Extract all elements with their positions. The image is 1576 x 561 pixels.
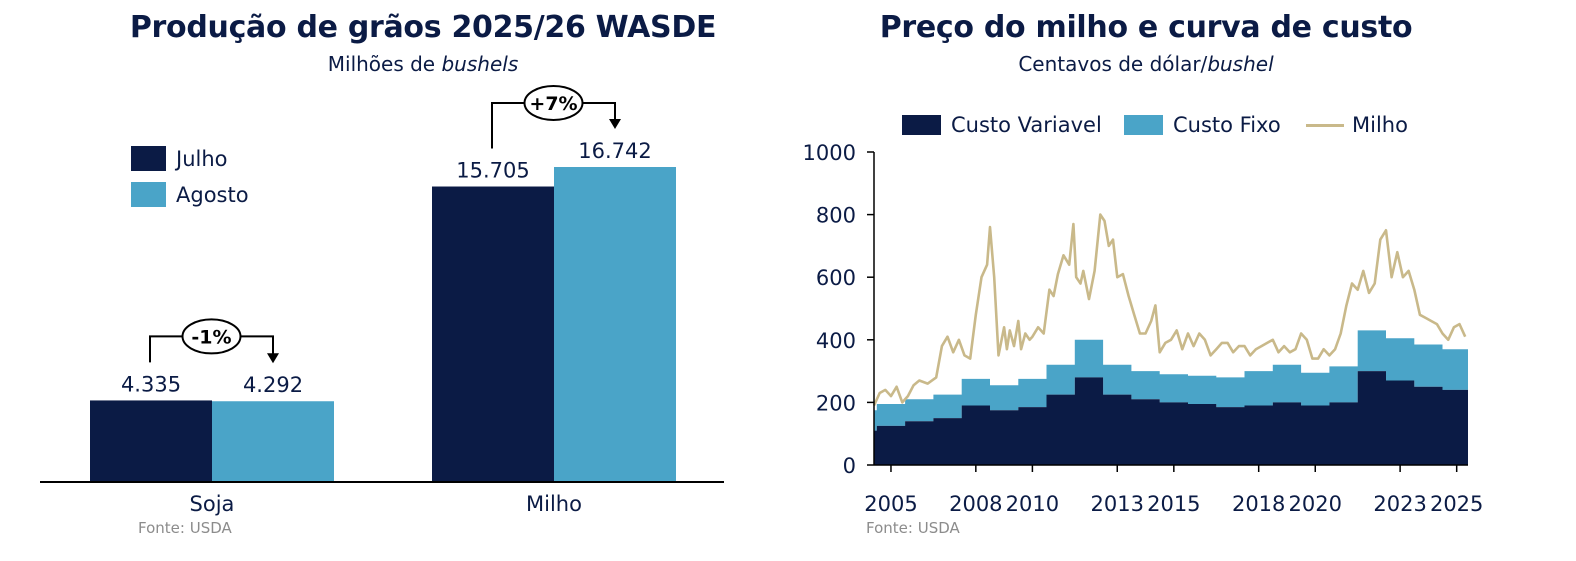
left-chart-subtitle: Milhões de bushels — [0, 52, 846, 76]
legend-item-custo-fixo: Custo Fixo — [1124, 113, 1281, 137]
change-badge-label: +7% — [529, 93, 577, 115]
y-tick-label: 200 — [816, 391, 856, 415]
bar-soja-julho — [90, 400, 212, 482]
area-chart: 0 200 400 600 800 1000 2005 2008 2010 2013 2015 201… — [803, 141, 1484, 516]
left-subtitle-text: Milhões de — [327, 52, 442, 76]
x-tick-label: 2023 — [1373, 492, 1426, 516]
bar-milho-agosto — [554, 167, 676, 482]
y-tick-label: 800 — [816, 204, 856, 228]
left-chart-title: Produção de grãos 2025/26 WASDE — [129, 10, 717, 45]
left-subtitle-unit: bushels — [441, 52, 519, 76]
legend-item-milho: Milho — [1306, 113, 1408, 137]
bar-value-label: 16.742 — [578, 139, 651, 163]
legend-item-agosto: Agosto — [131, 182, 249, 207]
change-badge — [523, 85, 584, 121]
change-arrowhead — [609, 119, 621, 129]
x-tick-label: 2025 — [1430, 492, 1483, 516]
x-tick-label: 2013 — [1091, 492, 1144, 516]
legend-label-julho: Julho — [176, 146, 228, 171]
x-tick-label: 2008 — [949, 492, 1002, 516]
legend-label-custo-fixo: Custo Fixo — [1173, 113, 1281, 137]
change-arrowhead — [267, 353, 279, 364]
bar-chart: 4.335 4.292 Soja -1% 15.705 16.742 Milho +7% — [40, 85, 724, 516]
right-chart-source: Fonte: USDA — [866, 519, 960, 537]
right-chart-subtitle: Centavos de dólar/bushel — [846, 52, 1446, 76]
area-custo-fixo — [874, 330, 1468, 431]
x-tick-label: 2020 — [1289, 492, 1342, 516]
legend-swatch-julho — [131, 146, 166, 171]
area-custo-variavel — [874, 371, 1468, 465]
x-tick-label: 2005 — [864, 492, 917, 516]
x-tick-label: Milho — [526, 492, 582, 516]
legend-swatch-milho — [1306, 123, 1344, 127]
legend-swatch-custo-fixo — [1124, 115, 1163, 135]
legend-swatch-custo-variavel — [902, 115, 941, 135]
y-tick-label: 1000 — [803, 141, 856, 165]
right-chart-title: Preço do milho e curva de custo — [879, 10, 1413, 45]
right-subtitle-unit: bushel — [1207, 52, 1274, 76]
legend-label-agosto: Agosto — [176, 182, 249, 207]
change-badge-label: -1% — [191, 326, 231, 348]
legend-swatch-agosto — [131, 182, 166, 207]
x-tick-label: 2015 — [1147, 492, 1200, 516]
legend-item-julho: Julho — [131, 146, 228, 171]
x-tick-label: 2010 — [1006, 492, 1059, 516]
bar-milho-julho — [432, 186, 554, 482]
bar-soja-agosto — [212, 401, 334, 482]
x-tick-label: Soja — [190, 492, 235, 516]
y-tick-label: 0 — [843, 454, 856, 478]
y-tick-label: 600 — [816, 266, 856, 290]
legend-label-milho: Milho — [1352, 113, 1408, 137]
bar-value-label: 15.705 — [456, 159, 529, 183]
change-badge — [181, 318, 242, 355]
y-tick-label: 400 — [816, 329, 856, 353]
bar-value-label: 4.292 — [243, 373, 303, 397]
left-chart-source: Fonte: USDA — [138, 519, 232, 537]
legend-label-custo-variavel: Custo Variavel — [951, 113, 1102, 137]
right-subtitle-text: Centavos de dólar/ — [1018, 52, 1208, 76]
x-tick-label: 2018 — [1232, 492, 1285, 516]
bar-value-label: 4.335 — [121, 372, 181, 396]
legend-item-custo-variavel: Custo Variavel — [902, 113, 1102, 137]
line-milho — [872, 213, 1467, 407]
